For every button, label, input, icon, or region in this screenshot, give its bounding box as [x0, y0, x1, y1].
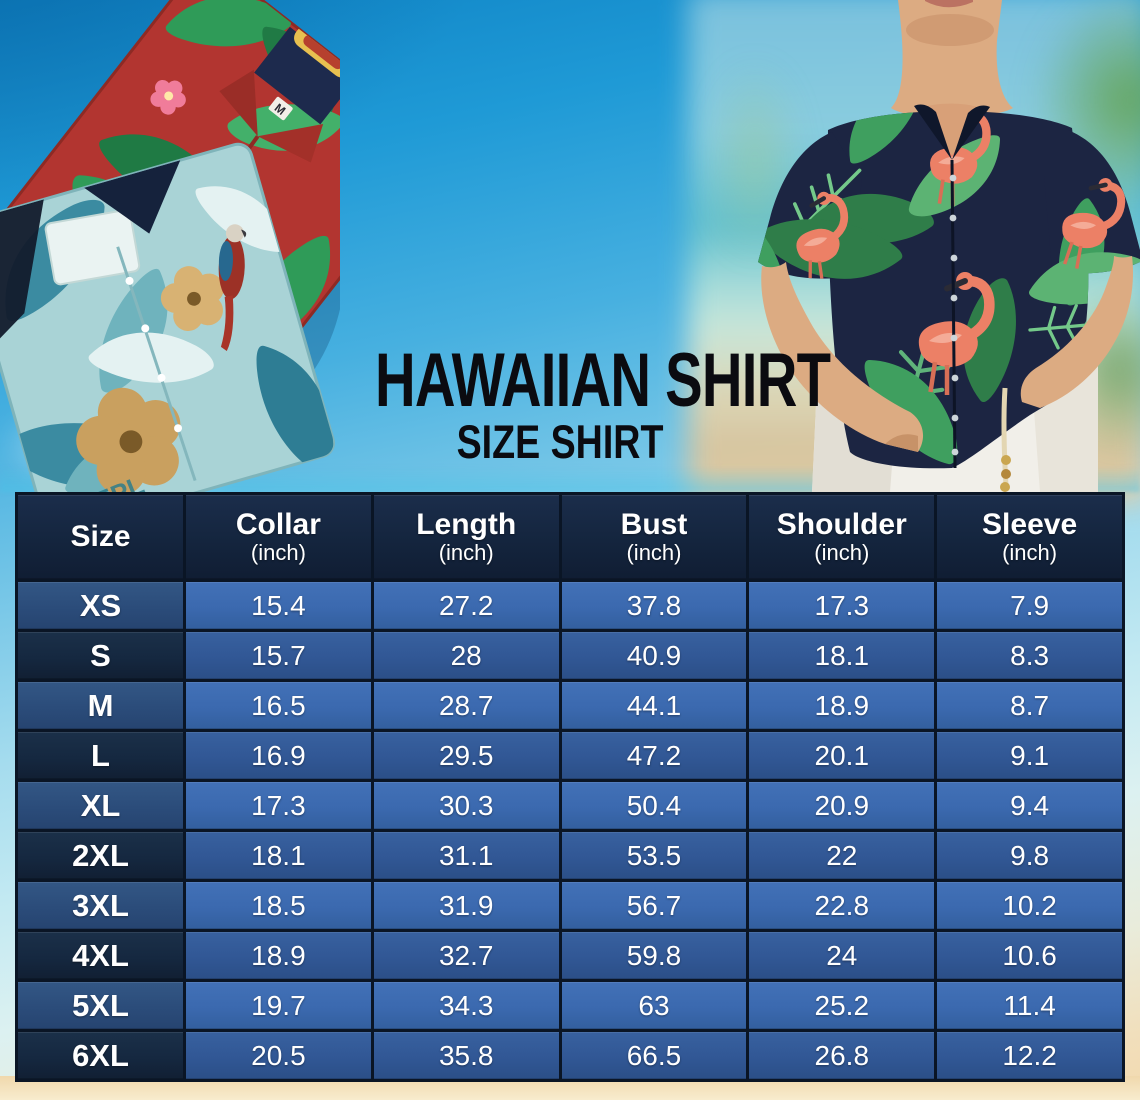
size-cell: 5XL [18, 982, 183, 1029]
size-cell: 2XL [18, 832, 183, 879]
value-cell: 47.2 [561, 732, 747, 779]
column-unit: (inch) [1002, 539, 1058, 565]
column-label: Sleeve [982, 508, 1078, 542]
value-cell: 24 [749, 932, 935, 979]
drawstring [1000, 387, 1011, 492]
column-unit: (inch) [250, 539, 306, 565]
value-cell: 34.3 [373, 982, 559, 1029]
value-cell: 9.4 [937, 782, 1122, 829]
column-label: Shoulder [776, 508, 907, 542]
value-cell: 28 [373, 632, 559, 679]
value-cell: 63 [561, 982, 747, 1029]
size-table: Size Collar (inch) Length (inch) Bust (inch) Sh… [15, 492, 1125, 1082]
title-block: HAWAIIAN SHIRT SIZE SHIRT [310, 338, 831, 468]
value-cell: 31.1 [373, 832, 559, 879]
value-cell: 30.3 [373, 782, 559, 829]
value-cell: 40.9 [561, 632, 747, 679]
value-cell: 15.7 [186, 632, 371, 679]
value-cell: 37.8 [561, 582, 747, 629]
value-cell: 20.1 [749, 732, 935, 779]
value-cell: 26.8 [749, 1032, 935, 1079]
column-label: Size [70, 520, 131, 554]
value-cell: 18.5 [186, 882, 371, 929]
page-subtitle: SIZE SHIRT [456, 414, 664, 468]
value-cell: 10.6 [937, 932, 1122, 979]
value-cell: 27.2 [373, 582, 559, 629]
size-cell: L [18, 732, 183, 779]
size-cell: 3XL [18, 882, 183, 929]
value-cell: 44.1 [561, 682, 747, 729]
value-cell: 9.8 [937, 832, 1122, 879]
column-header-bust: Bust (inch) [561, 495, 747, 579]
model-photo [758, 0, 1140, 492]
value-cell: 18.1 [749, 632, 935, 679]
flamingo-shirt [758, 103, 1140, 469]
value-cell: 25.2 [749, 982, 935, 1029]
column-header-size: Size [18, 495, 183, 579]
column-unit: (inch) [438, 539, 494, 565]
model-neck [891, 0, 1013, 118]
value-cell: 20.5 [186, 1032, 371, 1079]
value-cell: 32.7 [373, 932, 559, 979]
page-title: HAWAIIAN SHIRT [375, 338, 831, 423]
value-cell: 16.5 [186, 682, 371, 729]
value-cell: 59.8 [561, 932, 747, 979]
value-cell: 16.9 [186, 732, 371, 779]
column-label: Length [416, 508, 517, 542]
value-cell: 9.1 [937, 732, 1122, 779]
value-cell: 31.9 [373, 882, 559, 929]
value-cell: 50.4 [561, 782, 747, 829]
size-cell: S [18, 632, 183, 679]
column-label: Collar [235, 508, 321, 542]
value-cell: 35.8 [373, 1032, 559, 1079]
value-cell: 8.3 [937, 632, 1122, 679]
value-cell: 22 [749, 832, 935, 879]
value-cell: 22.8 [749, 882, 935, 929]
value-cell: 20.9 [749, 782, 935, 829]
value-cell: 11.4 [937, 982, 1122, 1029]
shirt-buttons [949, 174, 959, 456]
column-header-collar: Collar (inch) [186, 495, 371, 579]
column-unit: (inch) [814, 539, 870, 565]
value-cell: 53.5 [561, 832, 747, 879]
value-cell: 17.3 [749, 582, 935, 629]
size-cell: XL [18, 782, 183, 829]
value-cell: 12.2 [937, 1032, 1122, 1079]
value-cell: 17.3 [186, 782, 371, 829]
value-cell: 15.4 [186, 582, 371, 629]
column-header-sleeve: Sleeve (inch) [937, 495, 1122, 579]
value-cell: 18.9 [749, 682, 935, 729]
column-label: Bust [620, 508, 688, 542]
value-cell: 18.9 [186, 932, 371, 979]
size-cell: M [18, 682, 183, 729]
size-cell: 6XL [18, 1032, 183, 1079]
size-cell: XS [18, 582, 183, 629]
size-cell: 4XL [18, 932, 183, 979]
value-cell: 66.5 [561, 1032, 747, 1079]
column-unit: (inch) [626, 539, 682, 565]
column-header-length: Length (inch) [373, 495, 559, 579]
value-cell: 56.7 [561, 882, 747, 929]
value-cell: 29.5 [373, 732, 559, 779]
column-header-shoulder: Shoulder (inch) [749, 495, 935, 579]
value-cell: 8.7 [937, 682, 1122, 729]
value-cell: 28.7 [373, 682, 559, 729]
teal-hawaiian-shirt: EPL [0, 142, 337, 500]
value-cell: 7.9 [937, 582, 1122, 629]
parrot [218, 224, 247, 352]
value-cell: 18.1 [186, 832, 371, 879]
model-arms [761, 256, 1134, 452]
folded-shirts-photo: M IN [0, 0, 340, 500]
value-cell: 19.7 [186, 982, 371, 1029]
value-cell: 10.2 [937, 882, 1122, 929]
